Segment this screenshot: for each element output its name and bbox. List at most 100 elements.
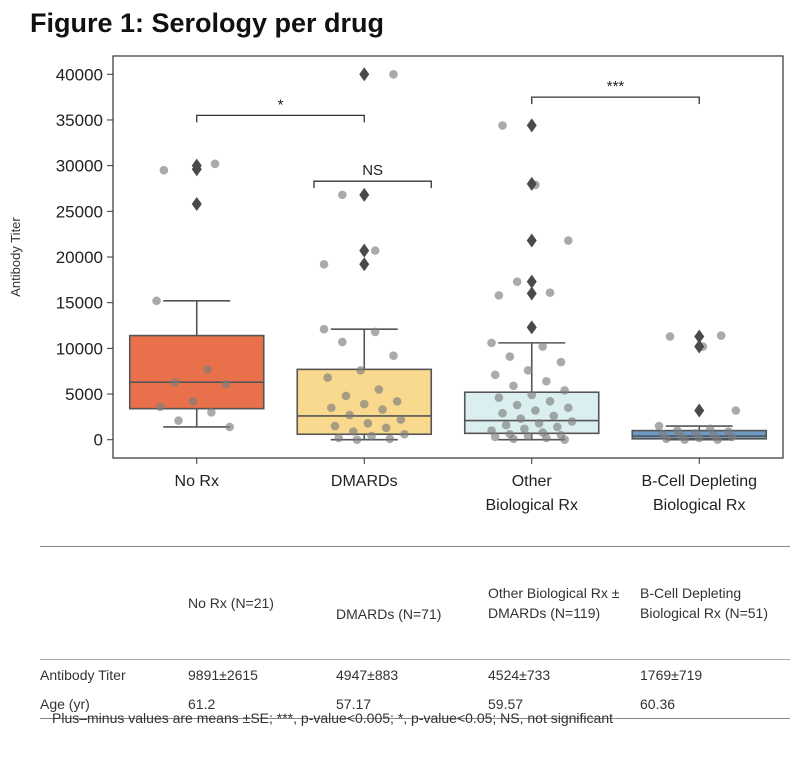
x-tick-label: DMARDs: [331, 473, 398, 490]
x-tick-label: Biological Rx: [653, 497, 745, 514]
data-point: [188, 397, 198, 406]
data-point: [370, 246, 380, 255]
y-tick-label: 5000: [65, 385, 103, 404]
y-tick-label: 35000: [56, 111, 103, 130]
data-point: [374, 385, 384, 394]
data-point: [549, 411, 558, 421]
data-point: [520, 424, 529, 434]
outlier-point: [359, 187, 370, 202]
data-point: [563, 403, 573, 413]
data-point: [523, 431, 533, 441]
data-point: [665, 332, 675, 341]
data-point: [334, 433, 343, 443]
data-point: [531, 406, 540, 415]
outlier-point: [694, 329, 705, 344]
data-point: [345, 410, 354, 420]
data-point: [323, 373, 333, 382]
data-point: [560, 386, 569, 395]
data-point: [560, 435, 569, 445]
outlier-point: [526, 176, 537, 191]
table-cell: 59.57: [488, 695, 524, 712]
data-point: [370, 327, 380, 337]
data-point: [662, 434, 671, 444]
outlier-point: [526, 118, 537, 133]
table-header-cell: DMARDs (N=71): [336, 606, 442, 622]
data-point: [341, 391, 351, 401]
table-cell: 1769±719: [640, 666, 703, 683]
data-point: [680, 435, 689, 445]
data-point: [389, 69, 398, 79]
outlier-point: [526, 286, 537, 301]
data-point: [505, 352, 515, 361]
data-point: [523, 365, 533, 375]
data-point: [494, 291, 504, 300]
x-tick-label: No Rx: [175, 473, 219, 490]
data-point: [338, 337, 347, 347]
outlier-point: [359, 67, 370, 82]
data-point: [359, 399, 369, 409]
outlier-point: [359, 257, 370, 272]
data-point: [556, 357, 566, 367]
data-point: [490, 432, 500, 442]
y-axis-label: Antibody Titer: [8, 217, 23, 297]
data-point: [378, 405, 387, 414]
data-point: [207, 408, 216, 417]
data-point: [534, 418, 544, 428]
data-point: [553, 422, 562, 432]
y-tick-label: 15000: [56, 294, 103, 313]
data-point: [654, 421, 664, 431]
outlier-point: [191, 197, 202, 212]
data-point: [174, 416, 183, 425]
table-cell: Age (yr): [40, 695, 90, 712]
outlier-point: [526, 320, 537, 335]
footnote: Plus–minus values are means ±SE; ***, p-…: [52, 710, 613, 726]
x-tick-label: B-Cell Depleting: [641, 473, 757, 490]
data-point: [356, 365, 365, 375]
table-cell: 57.17: [336, 695, 372, 712]
x-tick-label: Other: [512, 473, 553, 490]
data-point: [352, 435, 362, 445]
x-tick-label: Biological Rx: [486, 497, 578, 514]
outlier-point: [526, 233, 537, 248]
table-cell: 4947±883: [336, 666, 399, 683]
outlier-point: [694, 339, 705, 354]
table-cell: Antibody Titer: [40, 666, 126, 683]
data-point: [498, 121, 507, 130]
data-point: [567, 417, 577, 426]
data-point: [319, 260, 329, 269]
outlier-point: [191, 158, 202, 173]
data-point: [170, 377, 180, 387]
y-tick-label: 30000: [56, 157, 103, 176]
figure-title: Figure 1: Serology per drug: [30, 8, 385, 38]
data-point: [152, 296, 161, 306]
data-point: [563, 236, 573, 245]
data-point: [159, 165, 169, 175]
y-tick-label: 25000: [56, 202, 103, 221]
data-point: [221, 379, 231, 389]
significance-bracket: [531, 96, 700, 105]
significance-label: NS: [362, 162, 383, 179]
data-point: [155, 402, 165, 412]
table-header-cell: B-Cell Depleting Biological Rx (N=51): [640, 585, 768, 621]
table-header-cell: Other Biological Rx ± DMARDs (N=119): [488, 585, 620, 621]
table-header-row: No Rx (N=21) DMARDs (N=71) Other Biologi…: [40, 546, 790, 660]
table-cell: 4524±733: [488, 666, 551, 683]
data-point: [389, 351, 398, 360]
data-point: [381, 423, 391, 433]
data-point: [512, 277, 522, 286]
data-point: [716, 331, 726, 340]
table-header-cell: [40, 547, 188, 660]
data-point: [694, 433, 704, 443]
table-cell: 9891±2615: [188, 666, 258, 683]
table-row: Age (yr) 61.2 57.17 59.57 60.36: [40, 689, 790, 719]
y-tick-label: 40000: [56, 65, 103, 84]
box: [463, 391, 600, 435]
data-point: [545, 288, 555, 297]
data-point: [225, 422, 234, 432]
data-point: [516, 414, 526, 424]
data-point: [338, 190, 347, 200]
data-point: [367, 431, 376, 441]
y-tick-label: 20000: [56, 248, 103, 267]
y-tick-label: 10000: [56, 339, 103, 358]
data-point: [392, 397, 402, 406]
